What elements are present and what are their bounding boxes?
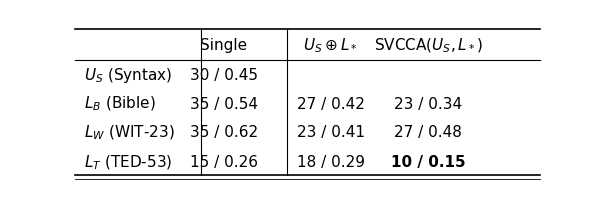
Text: 18 / 0.29: 18 / 0.29: [297, 155, 365, 170]
Text: $U_S$ (Syntax): $U_S$ (Syntax): [84, 66, 173, 85]
Text: $L_W$ (WIT-23): $L_W$ (WIT-23): [84, 123, 175, 142]
Text: 23 / 0.41: 23 / 0.41: [297, 125, 365, 140]
Text: Single: Single: [200, 38, 247, 53]
Text: 10 / 0.15: 10 / 0.15: [391, 155, 466, 170]
Text: $\mathrm{SVCCA}(U_S,L_*)$: $\mathrm{SVCCA}(U_S,L_*)$: [374, 36, 483, 55]
Text: $L_T$ (TED-53): $L_T$ (TED-53): [84, 153, 173, 172]
Text: 35 / 0.62: 35 / 0.62: [190, 125, 258, 140]
Text: $U_S \oplus L_*$: $U_S \oplus L_*$: [304, 36, 358, 55]
Text: 27 / 0.42: 27 / 0.42: [297, 97, 365, 111]
Text: $L_B$ (Bible): $L_B$ (Bible): [84, 95, 156, 113]
Text: 30 / 0.45: 30 / 0.45: [190, 68, 258, 83]
Text: 27 / 0.48: 27 / 0.48: [394, 125, 463, 140]
Text: 15 / 0.26: 15 / 0.26: [190, 155, 258, 170]
Text: 23 / 0.34: 23 / 0.34: [394, 97, 463, 111]
Text: 35 / 0.54: 35 / 0.54: [190, 97, 258, 111]
